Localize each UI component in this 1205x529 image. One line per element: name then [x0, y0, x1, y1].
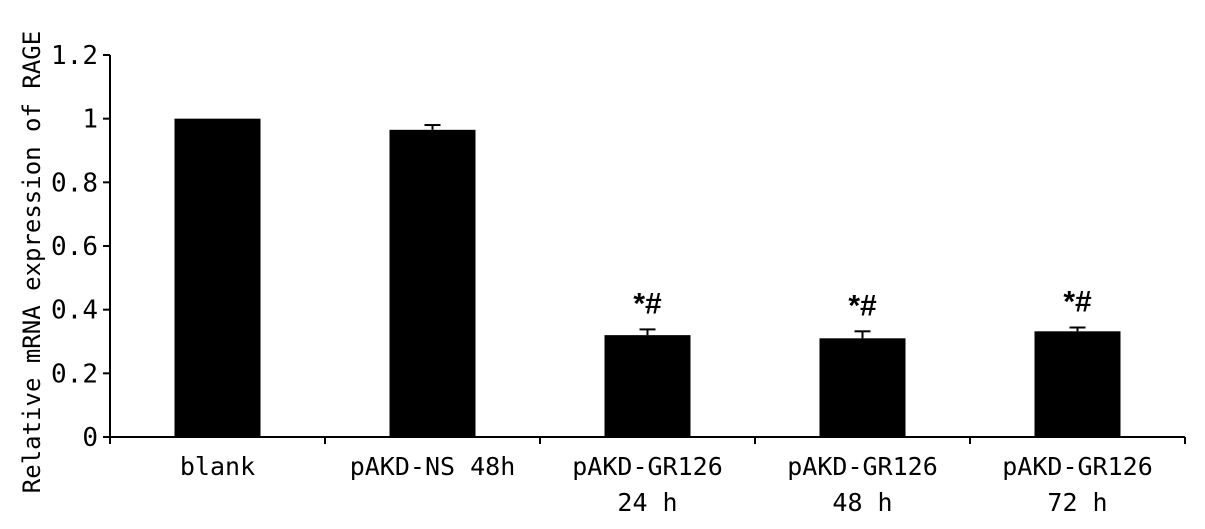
y-tick-label: 0.4 — [51, 296, 98, 326]
bar — [604, 335, 691, 437]
bar — [174, 118, 261, 438]
bars: *# *# *# — [174, 118, 1121, 438]
x-axis: blank pAKD-NS 48h pAKD-GR126 24 h pAKD-GR126… — [109, 436, 1186, 517]
x-tick-label: pAKD-GR126 48 h — [787, 452, 938, 517]
y-tick-label: 0 — [82, 423, 98, 453]
y-axis: 0 0.2 0.4 0.6 0.8 1 1.2 — [51, 41, 111, 453]
significance-label: *# — [633, 287, 662, 320]
y-tick-label: 0.2 — [51, 359, 98, 389]
y-tick-label: 0.6 — [51, 232, 98, 262]
y-axis-label: Relative mRNA expression of RAGE — [18, 31, 46, 493]
y-tick-label: 1.2 — [51, 41, 98, 71]
bar — [389, 129, 476, 437]
bar — [1034, 331, 1121, 437]
y-tick-label: 0.8 — [51, 168, 98, 198]
bar — [819, 338, 906, 437]
significance-label: *# — [1063, 285, 1092, 318]
x-tick-label: pAKD-GR126 72 h — [1002, 452, 1153, 517]
x-tick-label: pAKD-NS 48h — [350, 452, 516, 481]
x-tick-label: blank — [180, 452, 255, 481]
y-tick-label: 1 — [82, 105, 98, 135]
significance-label: *# — [848, 289, 877, 322]
x-tick-label: pAKD-GR126 24 h — [572, 452, 723, 517]
